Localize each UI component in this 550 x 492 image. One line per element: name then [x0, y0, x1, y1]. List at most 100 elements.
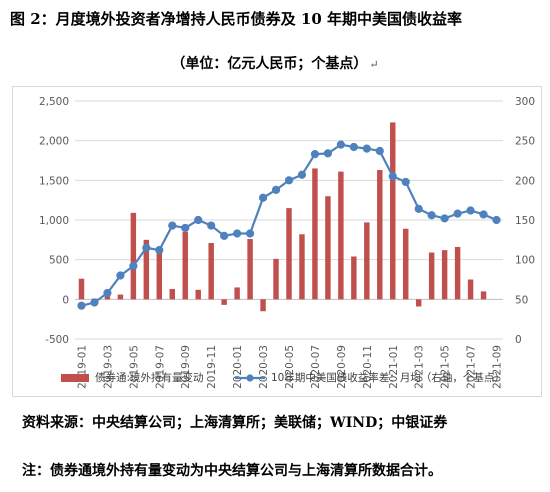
y-left-tick-label: -500: [45, 334, 69, 346]
y-left-tick-label: 500: [49, 255, 69, 267]
bar-2019-09: [182, 231, 188, 300]
x-tick-label: 2021-01: [388, 345, 400, 389]
bar-2019-01: [78, 278, 85, 300]
y-left-tick-label: 1,000: [39, 215, 69, 227]
yield-spread-point-2019-01: [77, 301, 86, 310]
x-tick-label: 2020-09: [336, 345, 348, 389]
y-right-tick-label: 300: [515, 96, 535, 108]
bar-2019-08: [169, 289, 175, 300]
legend-swatch-marker: [246, 374, 254, 382]
yield-spread-point-2019-06: [142, 243, 151, 252]
bar-2021-01: [390, 122, 396, 300]
y-left-tick-label: 2,500: [39, 96, 69, 108]
bar-2019-12: [221, 299, 227, 305]
yield-spread-point-2019-03: [103, 288, 112, 298]
bar-2021-05: [441, 250, 448, 300]
bar-2021-08: [480, 291, 487, 300]
x-tick-label: 2019-09: [180, 345, 192, 389]
x-tick-label: 2019-03: [102, 345, 114, 389]
figure-subtitle: （单位：亿元人民币；个基点） ↵: [171, 56, 379, 72]
bar-2019-04: [117, 294, 124, 300]
yield-spread-point-2020-10: [349, 142, 358, 152]
yield-spread-point-2019-04: [116, 271, 125, 280]
yield-spread-point-2021-06: [453, 209, 462, 218]
yield-spread-point-2019-05: [129, 261, 138, 271]
legend-label-line: 10年期中美国债收益率差：月均（右轴，个基点）: [271, 371, 505, 384]
bar-2020-08: [325, 196, 331, 300]
yield-spread-point-2021-08: [479, 210, 488, 219]
yield-spread-point-2020-12: [375, 146, 384, 156]
bar-2019-07: [156, 251, 163, 300]
yield-spread-point-2019-09: [181, 223, 190, 233]
yield-spread-point-2020-01: [233, 229, 242, 238]
bar-2020-02: [247, 239, 253, 300]
yield-spread-point-2020-08: [323, 149, 333, 158]
bar-2020-03: [260, 299, 266, 312]
source-note: 资料来源：中央结算公司；上海清算所；美联储；WIND；中银证券: [22, 415, 448, 431]
x-tick-label: 2020-11: [362, 345, 374, 389]
yield-spread-point-2020-09: [336, 140, 345, 149]
bar-2020-11: [364, 222, 370, 300]
yield-spread-point-2020-11: [362, 144, 371, 153]
bar-2021-03: [415, 299, 422, 307]
yield-spread-point-2019-10: [194, 215, 203, 225]
bar-2020-12: [377, 170, 383, 300]
x-tick-label: 2020-03: [258, 345, 270, 389]
x-tick-label: 2020-07: [310, 345, 322, 389]
bar-2020-10: [351, 256, 357, 300]
yield-spread-point-2021-05: [440, 214, 449, 223]
y-right-tick-label: 50: [515, 294, 528, 306]
bar-2020-07: [312, 168, 318, 300]
yield-spread-point-2019-08: [168, 221, 177, 230]
bar-2020-05: [286, 208, 292, 300]
bar-2020-04: [273, 258, 279, 300]
x-tick-label: 2021-09: [492, 345, 504, 389]
footnote: 注：债券通境外持有量变动为中央结算公司与上海清算所数据合计。: [22, 463, 442, 479]
paragraph-mark: ↵: [369, 58, 379, 71]
bar-2019-11: [208, 243, 214, 300]
bar-2019-05: [130, 212, 137, 300]
y-right-tick-label: 250: [515, 136, 535, 148]
bar-2019-03: [104, 295, 111, 300]
y-right-tick-label: 100: [515, 255, 535, 267]
bar-2020-06: [299, 234, 305, 300]
x-tick-label: 2021-07: [466, 345, 478, 389]
yield-spread-point-2019-12: [220, 231, 229, 240]
yield-spread-point-2020-04: [271, 185, 281, 194]
y-left-tick-label: 1,500: [39, 175, 69, 187]
x-tick-label: 2020-05: [284, 345, 296, 389]
yield-spread-point-2020-07: [310, 150, 320, 159]
y-right-tick-label: 150: [515, 215, 535, 227]
x-tick-label: 2021-05: [440, 345, 452, 389]
x-tick-label: 2020-01: [232, 345, 244, 389]
bar-2021-07: [467, 279, 474, 300]
x-tick-label: 2019-11: [206, 345, 218, 389]
y-right-tick-label: 200: [515, 175, 535, 187]
yield-spread-point-2021-02: [401, 177, 410, 187]
x-tick-label: 2019-05: [128, 345, 140, 389]
combo-chart: -500 0 0 50 500 100 1,000 150 1,500 200 2,000 250 2,…: [39, 96, 535, 389]
bar-2019-06: [143, 239, 150, 300]
legend-swatch-bar: [61, 374, 89, 382]
yield-spread-point-2020-03: [258, 193, 268, 202]
x-tick-label: 2019-01: [76, 345, 88, 389]
y-left-tick-label: 2,000: [39, 136, 69, 148]
yield-spread-point-2021-01: [388, 172, 397, 181]
bar-2021-06: [454, 246, 461, 300]
yield-spread-point-2019-11: [207, 221, 216, 230]
yield-spread-point-2020-02: [245, 229, 255, 238]
y-left-tick-label: 0: [62, 294, 69, 306]
yield-spread-point-2021-04: [427, 211, 436, 220]
yield-spread-point-2019-02: [90, 298, 99, 307]
legend-label-bar: 债券通:境外持有量变动: [95, 371, 204, 384]
yield-spread-point-2021-03: [414, 204, 423, 213]
bar-2021-04: [428, 252, 435, 300]
yield-spread-point-2021-09: [492, 215, 501, 225]
bar-2020-01: [234, 287, 240, 300]
bar-2021-02: [403, 228, 409, 300]
yield-spread-point-2020-05: [284, 176, 294, 185]
x-tick-label: 2019-07: [154, 345, 166, 389]
bar-2019-10: [195, 289, 201, 300]
yield-spread-point-2021-07: [466, 206, 475, 215]
yield-spread-point-2020-06: [297, 170, 307, 179]
